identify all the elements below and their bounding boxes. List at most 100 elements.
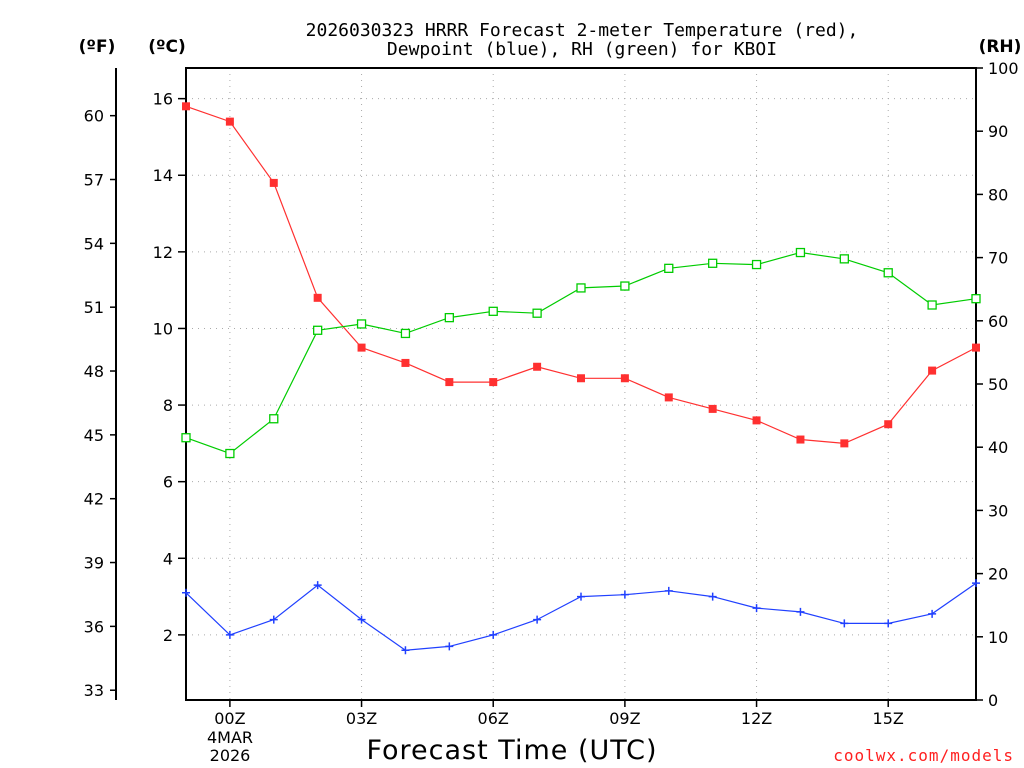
dewpoint-point: [269, 615, 278, 624]
temperature-point: [489, 378, 498, 387]
fahrenheit-tick-label: 42: [84, 490, 104, 509]
temperature-point: [840, 439, 849, 448]
rh-point: [356, 319, 367, 329]
chart-title-line-2: Dewpoint (blue), RH (green) for KBOI: [387, 39, 777, 60]
time-tick-label: 09Z: [609, 709, 640, 728]
dewpoint-point: [752, 604, 761, 613]
rh-unit-label: (RH): [979, 37, 1022, 57]
dewpoint-point: [708, 592, 717, 601]
rh-line: [185, 251, 977, 455]
rh-point: [620, 281, 630, 291]
series-layer: [181, 102, 981, 655]
rh-tick-label: 90: [988, 122, 1008, 141]
time-axis: 00Z 03Z 06Z 09Z 12Z 15Z: [214, 700, 904, 728]
rh-point: [927, 300, 937, 310]
dewpoint-point: [533, 615, 542, 624]
dewpoint-point: [840, 619, 849, 628]
rh-point: [839, 254, 849, 264]
rh-point: [269, 414, 279, 424]
time-tick-label: 00Z: [214, 709, 245, 728]
temperature-point: [620, 374, 629, 383]
fahrenheit-tick-label: 54: [84, 234, 104, 253]
celsius-unit-label: (ºC): [148, 37, 186, 57]
fahrenheit-tick-label: 60: [84, 107, 104, 126]
dewpoint-point: [796, 607, 805, 616]
dewpoint-point: [620, 590, 629, 599]
time-tick-label: 03Z: [346, 709, 377, 728]
rh-point: [971, 294, 981, 304]
rh-tick-label: 100: [988, 59, 1019, 78]
rh-tick-label: 10: [988, 628, 1008, 647]
dewpoint-point: [928, 609, 937, 618]
celsius-tick-label: 12: [153, 243, 173, 262]
rh-tick-label: 0: [988, 691, 998, 710]
celsius-tick-label: 16: [153, 90, 173, 109]
rh-tick-label: 20: [988, 565, 1008, 584]
rh-point: [225, 448, 235, 459]
rh-point: [400, 328, 411, 339]
celsius-tick-label: 14: [153, 166, 173, 185]
celsius-axis: 2 4 6 8 10 12 14 16: [153, 90, 186, 645]
temperature-point: [796, 435, 805, 444]
rh-axis: 0 10 20 30 40 50 60 70 80 90 100: [976, 59, 1019, 710]
rh-point: [488, 306, 498, 316]
rh-point: [883, 268, 893, 278]
fahrenheit-tick-label: 45: [84, 426, 104, 445]
rh-point: [532, 308, 542, 318]
fahrenheit-tick-label: 51: [84, 298, 104, 317]
rh-point: [181, 433, 191, 443]
temperature-point: [884, 420, 893, 429]
rh-tick-label: 30: [988, 501, 1008, 520]
fahrenheit-tick-label: 33: [84, 681, 104, 700]
rh-point: [444, 312, 454, 323]
dewpoint-point: [577, 592, 585, 601]
dewpoint-point: [182, 588, 190, 597]
dewpoint-point: [884, 619, 893, 628]
celsius-tick-label: 4: [163, 549, 173, 568]
dewpoint-point: [972, 579, 980, 588]
date-label-day: 4MAR: [207, 728, 253, 747]
chart-title-line-1: 2026030323 HRRR Forecast 2-meter Tempera…: [306, 20, 859, 41]
time-tick-label: 06Z: [478, 709, 509, 728]
temperature-point: [225, 117, 234, 126]
dewpoint-point: [489, 630, 498, 639]
fahrenheit-tick-label: 48: [84, 362, 104, 381]
plot-frame: [185, 67, 977, 701]
fahrenheit-tick-label: 39: [84, 554, 104, 573]
rh-point: [313, 325, 323, 335]
temperature-point: [752, 416, 761, 425]
temperature-point: [182, 102, 190, 111]
dewpoint-point: [664, 586, 673, 595]
fahrenheit-unit-label: (ºF): [79, 37, 116, 57]
dewpoint-point: [357, 615, 366, 624]
time-tick-label: 15Z: [873, 709, 904, 728]
rh-point: [576, 283, 586, 293]
x-axis-label: Forecast Time (UTC): [366, 735, 657, 766]
dewpoint-point: [445, 642, 454, 651]
temperature-point: [972, 343, 980, 352]
temperature-point: [357, 343, 366, 352]
celsius-tick-label: 2: [163, 626, 173, 645]
rh-tick-label: 50: [988, 375, 1008, 394]
rh-tick-label: 70: [988, 249, 1008, 268]
celsius-tick-label: 10: [153, 319, 173, 338]
credit-text: coolwx.com/models: [833, 746, 1014, 765]
temperature-line: [185, 105, 977, 445]
time-tick-label: 12Z: [741, 709, 772, 728]
temperature-point: [577, 374, 585, 383]
date-label-year: 2026: [210, 746, 251, 765]
fahrenheit-axis: 33 36 39 42 45 48 51 54 57 60: [84, 107, 116, 700]
rh-point: [664, 263, 674, 273]
temperature-point: [401, 358, 410, 367]
temperature-point: [313, 293, 322, 302]
dewpoint-point: [225, 630, 234, 639]
celsius-tick-label: 8: [163, 396, 173, 415]
rh-point: [751, 259, 762, 270]
dewpoint-point: [401, 646, 410, 655]
fahrenheit-tick-label: 57: [84, 171, 104, 190]
temperature-point: [708, 404, 717, 413]
rh-point: [795, 247, 806, 258]
temperature-point: [269, 178, 278, 187]
rh-tick-label: 80: [988, 185, 1008, 204]
